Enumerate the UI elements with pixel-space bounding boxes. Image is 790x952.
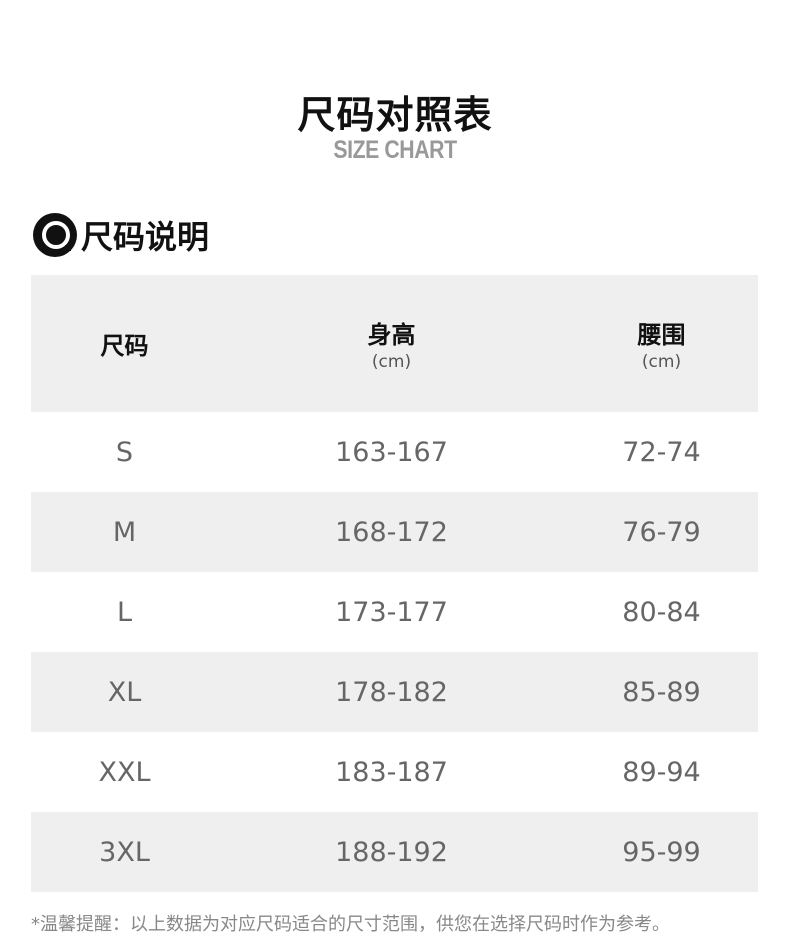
- header-size: 尺码: [31, 275, 218, 412]
- page-subtitle: SIZE CHART: [333, 136, 457, 164]
- table-row: 3XL 188-192 95-99: [31, 812, 758, 892]
- size-cell: L: [116, 596, 133, 628]
- table-row: S 163-167 72-74: [31, 412, 758, 492]
- height-cell: 188-192: [218, 812, 565, 892]
- header-unit: (cm): [371, 352, 412, 372]
- section-heading: 尺码说明: [33, 212, 209, 258]
- height-cell: 173-177: [335, 596, 448, 628]
- table-row: L 173-177 80-84: [31, 572, 758, 652]
- waist-cell: 76-79: [565, 492, 758, 572]
- header-waist: 腰围 (cm): [565, 275, 758, 412]
- header-height: 身高 (cm): [218, 275, 565, 412]
- page-title: 尺码对照表: [297, 93, 493, 137]
- table-row: XL 178-182 85-89: [31, 652, 758, 732]
- size-table: 尺码 身高 (cm) 腰围 (cm) S 163-167 72-74 M 168-172 76…: [31, 275, 758, 892]
- search-icon: [33, 213, 77, 257]
- height-cell: 168-172: [218, 492, 565, 572]
- height-cell: 178-182: [218, 652, 565, 732]
- size-cell: M: [31, 492, 218, 572]
- size-cell: XXL: [98, 756, 151, 788]
- table-row: M 168-172 76-79: [31, 492, 758, 572]
- waist-cell: 72-74: [622, 436, 701, 468]
- waist-cell: 95-99: [565, 812, 758, 892]
- waist-cell: 89-94: [622, 756, 701, 788]
- waist-cell: 80-84: [622, 596, 701, 628]
- height-cell: 163-167: [335, 436, 448, 468]
- height-cell: 183-187: [335, 756, 448, 788]
- table-header-row: 尺码 身高 (cm) 腰围 (cm): [31, 275, 758, 412]
- size-cell: 3XL: [31, 812, 218, 892]
- size-cell: XL: [31, 652, 218, 732]
- section-label: 尺码说明: [81, 218, 210, 256]
- size-cell: S: [115, 436, 134, 468]
- waist-cell: 85-89: [565, 652, 758, 732]
- reminder-note: *温馨提醒：以上数据为对应尺码适合的尺寸范围，供您在选择尺码时作为参考。: [31, 914, 670, 935]
- header-unit: (cm): [641, 352, 682, 372]
- table-row: XXL 183-187 89-94: [31, 732, 758, 812]
